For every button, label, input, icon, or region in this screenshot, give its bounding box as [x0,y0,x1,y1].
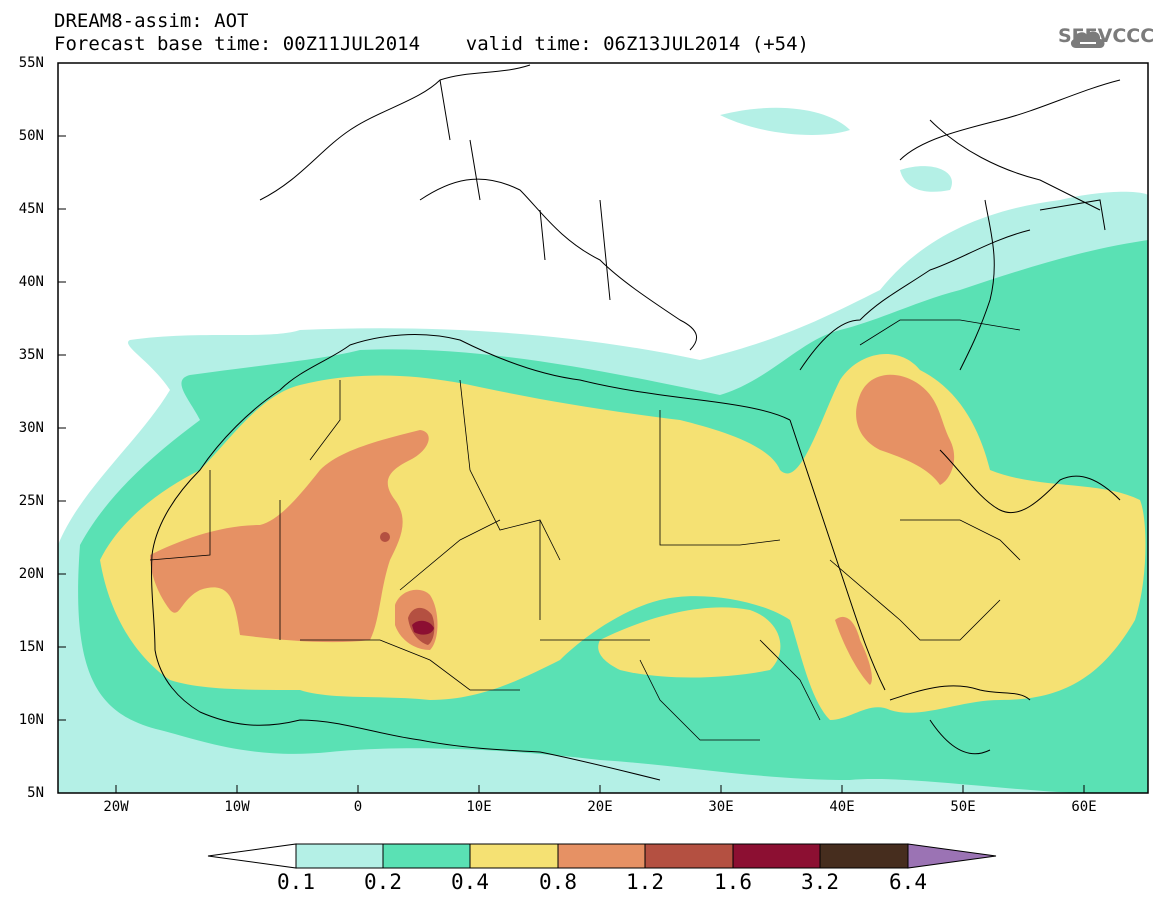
lat-label-20n: 20N [18,566,44,582]
colorbar-label-0.4: 0.4 [451,870,489,894]
colorbar-swatch-0.4 [469,843,559,869]
forecast-time-subtitle: Forecast base time: 00Z11JUL2014 valid t… [54,33,809,55]
lon-label-20w: 20W [103,799,129,815]
lat-label-45n: 45N [18,201,44,217]
colorbar [207,843,997,869]
colorbar-swatch-1.6 [732,843,821,869]
colorbar-label-0.2: 0.2 [364,870,402,894]
colorbar-swatch-0.8 [557,843,646,869]
lon-label-20e: 20E [587,799,613,815]
colorbar-swatch-1.2 [644,843,734,869]
colorbar-swatch-0.2 [382,843,471,869]
lat-label-35n: 35N [18,347,44,363]
colorbar-label-0.8: 0.8 [539,870,577,894]
lat-label-5n: 5N [27,785,44,801]
colorbar-label-0.1: 0.1 [277,870,315,894]
country-borders [149,319,1021,741]
map-title: DREAM8-assim: AOT [54,10,249,32]
lat-label-50n: 50N [18,128,44,144]
colorbar-label-6.4: 6.4 [889,870,927,894]
lon-label-40e: 40E [829,799,855,815]
colorbar-swatch-0.1 [295,843,384,869]
lon-label-60e: 60E [1071,799,1097,815]
colorbar-swatch-below [207,843,297,869]
lat-ticks [58,62,66,794]
lon-label-0: 0 [353,799,363,815]
lat-label-25n: 25N [18,493,44,509]
lat-label-15n: 15N [18,639,44,655]
colorbar-swatch-above [907,843,997,869]
colorbar-label-1.6: 1.6 [714,870,752,894]
lon-label-50e: 50E [950,799,976,815]
colorbar-label-1.2: 1.2 [626,870,664,894]
aot-field-3.2 [412,620,434,635]
lon-label-10e: 10E [466,799,492,815]
colorbar-label-3.2: 3.2 [801,870,839,894]
colorbar-swatch-3.2 [819,843,909,869]
cloud-logo-icon [1070,31,1105,48]
lat-label-30n: 30N [18,420,44,436]
brand-logo-text: SEEVCCC [1058,25,1155,47]
lon-label-30e: 30E [708,799,734,815]
lat-label-55n: 55N [18,55,44,71]
lon-ticks [115,785,1085,793]
lon-label-10w: 10W [224,799,250,815]
lat-label-40n: 40N [18,274,44,290]
coastlines [151,64,1121,781]
lat-label-10n: 10N [18,712,44,728]
